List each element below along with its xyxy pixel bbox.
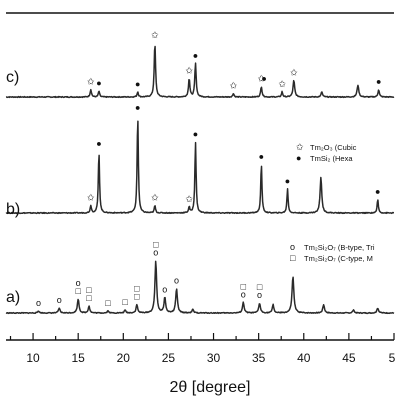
dot-marker: ● [96,139,101,149]
panel-label-c: c) [6,69,19,86]
dot-marker: ● [375,187,380,197]
square-legend-icon: □ [290,253,296,263]
x-tick-label: 15 [72,351,86,365]
dot-marker: ● [261,74,266,84]
circle-marker: o [162,285,167,295]
dot-marker: ● [193,50,198,60]
x-ticks-group: 10 15 20 25 30 35 40 45 5 [9,333,396,365]
star-marker: ✩ [185,194,193,204]
star-legend-icon: ✩ [296,142,304,152]
circle-legend-icon: o [290,242,295,252]
circle-marker: o [76,278,81,288]
star-marker: ✩ [258,74,266,84]
circle-marker: o [153,248,158,258]
square-marker: □ [75,286,81,296]
panel-label-a: a) [6,289,20,306]
dot-marker: ● [259,151,264,161]
square-marker: □ [134,284,140,294]
star-marker: ✩ [230,80,238,90]
square-marker: □ [122,297,128,307]
plot-frame [6,12,394,341]
star-marker: ✩ [185,65,193,75]
legends-group: ✩ Tm₂O₃ (Cubic ● TmSi₂ (Hexa o Tm₂Si₂O₇ (B-ty… [290,142,375,263]
square-marker: □ [134,292,140,302]
x-axis-title: 2θ [degree] [170,379,251,396]
circle-marker: o [57,295,62,305]
x-tick-label: 10 [26,351,40,365]
square-marker: □ [241,282,247,292]
star-marker: ✩ [87,77,95,87]
circle-marker: o [36,298,41,308]
peak-markers-group: ✩ ● ●✩✩●✩✩●✩✩●✩●●✩ ✩●●●●o o□□o□□ □□□o□ooo□o□ [36,30,381,308]
x-tick-label: 20 [117,351,131,365]
x-tick-label: 40 [297,351,311,365]
trace-b [5,120,395,215]
x-tick-label: 45 [342,351,356,365]
x-tick-label: 30 [207,351,221,365]
dot-marker: ● [135,79,140,89]
square-marker: □ [257,282,263,292]
star-marker: ✩ [87,193,95,203]
square-marker: □ [86,293,92,303]
circle-marker: o [241,290,246,300]
dot-marker: ● [135,103,140,113]
legend-label: Tm₂O₃ (Cubic [310,143,357,152]
panel-labels-group: c) b) a) [6,69,20,306]
circle-marker: o [257,290,262,300]
x-tick-label: 35 [252,351,266,365]
star-marker: ✩ [278,79,286,89]
dot-legend-icon: ● [296,153,301,163]
square-marker: □ [153,240,159,250]
star-marker: ✩ [290,68,298,78]
dot-marker: ● [376,77,381,87]
dot-marker: ● [285,176,290,186]
square-marker: □ [105,298,111,308]
star-marker: ✩ [151,193,159,203]
legend-label: Tm₂Si₂O₇ (C-type, M [304,254,373,263]
legend-label: Tm₂Si₂O₇ (B-type, Tri [304,243,375,252]
trace-c [5,45,395,99]
dot-marker: ● [193,129,198,139]
traces-group [5,45,395,315]
square-marker: □ [86,285,92,295]
circle-marker: o [174,276,179,286]
x-tick-label: 25 [162,351,176,365]
x-tick-label: 5 [389,351,396,365]
legend-label: TmSi₂ (Hexa [310,154,353,163]
star-marker: ✩ [151,30,159,40]
dot-marker: ● [96,78,101,88]
panel-label-b: b) [6,201,20,218]
trace-a [5,260,395,315]
